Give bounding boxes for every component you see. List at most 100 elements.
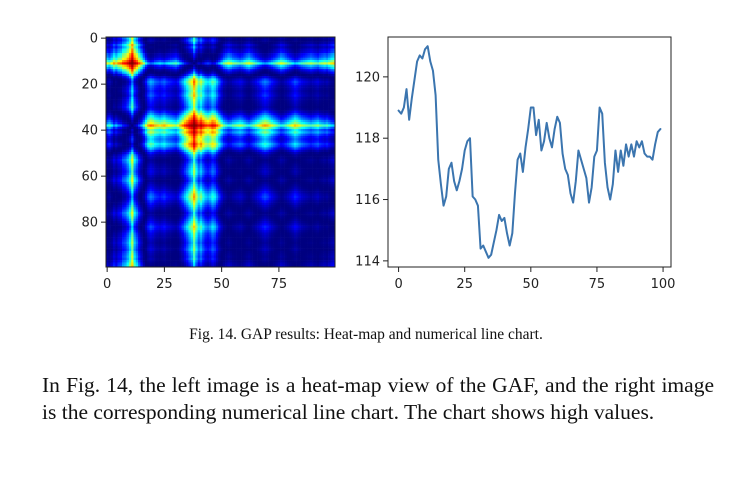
- heatmap-cell: [186, 115, 189, 118]
- heatmap-cell: [305, 103, 308, 107]
- heatmap-cell: [282, 119, 285, 123]
- heatmap-cell: [176, 89, 180, 93]
- heatmap-cell: [215, 92, 219, 95]
- heatmap-cell: [176, 53, 180, 56]
- heatmap-cell: [309, 48, 313, 52]
- heatmap-cell: [229, 108, 233, 111]
- heatmap-cell: [282, 108, 285, 111]
- heatmap-cell: [234, 89, 237, 93]
- heatmap-cell: [138, 48, 141, 52]
- heatmap-cell: [231, 122, 235, 125]
- heatmap-cell: [280, 76, 283, 79]
- heatmap-cell: [206, 55, 210, 58]
- heatmap-cell: [309, 41, 313, 45]
- heatmap-cell: [170, 122, 173, 125]
- heatmap-cell: [225, 147, 228, 150]
- heatmap-cell: [181, 145, 185, 148]
- heatmap-cell: [213, 48, 217, 52]
- heatmap-cell: [286, 85, 290, 88]
- heatmap-cell: [165, 147, 169, 150]
- heatmap-cell: [124, 76, 127, 79]
- heatmap-cell: [316, 99, 320, 102]
- heatmap-cell: [174, 99, 178, 102]
- heatmap-cell: [323, 60, 327, 63]
- heatmap-cell: [215, 73, 219, 77]
- heatmap-cell: [222, 101, 226, 104]
- heatmap-cell: [307, 112, 311, 116]
- heatmap-cell: [199, 50, 203, 54]
- heatmap-cell: [270, 69, 274, 72]
- heatmap-cell: [307, 94, 311, 98]
- heatmap-cell: [193, 73, 196, 77]
- heatmap-cell: [117, 89, 121, 93]
- heatmap-cell: [291, 142, 295, 146]
- heatmap-cell: [108, 87, 111, 91]
- heatmap-cell: [135, 126, 139, 130]
- heatmap-cell: [190, 147, 194, 150]
- heatmap-cell: [261, 46, 265, 49]
- heatmap-cell: [229, 112, 233, 116]
- heatmap-cell: [149, 122, 153, 125]
- heatmap-cell: [268, 60, 272, 63]
- heatmap-cell: [282, 122, 285, 125]
- heatmap-cell: [126, 133, 130, 137]
- heatmap-cell: [142, 53, 146, 56]
- heatmap-cell: [291, 85, 295, 88]
- heatmap-cell: [291, 92, 295, 95]
- heatmap-cell: [133, 106, 137, 109]
- heatmap-cell: [183, 108, 187, 111]
- heatmap-cell: [156, 147, 159, 150]
- heatmap-cell: [108, 135, 111, 139]
- heatmap-cell: [193, 94, 196, 98]
- heatmap-cell: [318, 135, 322, 139]
- heatmap-cell: [176, 103, 180, 107]
- heatmap-cell: [270, 138, 274, 141]
- heatmap-cell: [122, 85, 125, 88]
- heatmap-cell: [291, 87, 295, 91]
- heatmap-cell: [277, 145, 281, 148]
- heatmap-cell: [204, 37, 208, 40]
- heatmap-cell: [128, 99, 132, 102]
- heatmap-cell: [245, 129, 249, 132]
- heatmap-cell: [277, 115, 281, 118]
- heatmap-cell: [199, 94, 203, 98]
- heatmap-cell: [188, 103, 192, 107]
- heatmap-cell: [206, 117, 210, 121]
- heatmap-cell: [225, 43, 228, 47]
- heatmap-cell: [160, 80, 164, 84]
- heatmap-cell: [247, 115, 251, 118]
- heatmap-cell: [314, 108, 317, 111]
- heatmap-cell: [115, 71, 118, 75]
- heatmap-cell: [328, 57, 331, 61]
- heatmap-cell: [199, 39, 203, 42]
- heatmap-cell: [312, 103, 315, 107]
- heatmap-cell: [165, 73, 169, 77]
- heatmap-cell: [176, 83, 180, 86]
- heatmap-cell: [106, 96, 109, 100]
- heatmap-cell: [245, 117, 249, 121]
- heatmap-cell: [282, 106, 285, 109]
- heatmap-cell: [266, 78, 269, 81]
- heatmap-cell: [181, 135, 185, 139]
- heatmap-cell: [321, 69, 324, 72]
- heatmap-cell: [112, 46, 116, 49]
- heatmap-cell: [296, 126, 299, 130]
- heatmap-cell: [147, 85, 150, 88]
- heatmap-cell: [225, 87, 228, 91]
- heatmap-cell: [332, 64, 336, 68]
- heatmap-cell: [236, 62, 240, 65]
- heatmap-cell: [277, 122, 281, 125]
- heatmap-cell: [286, 53, 290, 56]
- heatmap-cell: [106, 140, 109, 144]
- heatmap-cell: [261, 115, 265, 118]
- heatmap-cell: [241, 46, 244, 49]
- heatmap-cell: [188, 96, 192, 100]
- heatmap-cell: [227, 69, 230, 72]
- heatmap-cell: [209, 126, 212, 130]
- heatmap-cell: [165, 115, 169, 118]
- heatmap-cell: [160, 145, 164, 148]
- heatmap-cell: [163, 124, 166, 127]
- heatmap-cell: [309, 62, 313, 65]
- heatmap-cell: [176, 140, 180, 144]
- heatmap-cell: [108, 64, 111, 68]
